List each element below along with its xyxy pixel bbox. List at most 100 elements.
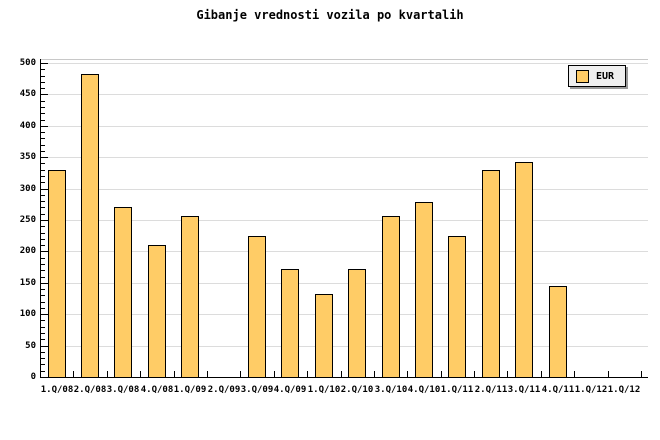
y-minor-tick [41,327,45,328]
x-boundary-tick [341,371,342,377]
y-major-tick [41,189,48,190]
x-tick-label: 1.Q/12 [607,385,641,395]
x-boundary-tick [507,371,508,377]
x-boundary-tick [574,371,575,377]
y-minor-tick [41,145,45,146]
x-boundary-tick [140,371,141,377]
x-tick-label: 2.Q/09 [207,385,241,395]
y-minor-tick [41,277,45,278]
y-minor-tick [41,308,45,309]
y-minor-tick [41,69,45,70]
bar [315,294,333,377]
y-major-tick [41,63,48,64]
gridline [40,314,648,315]
chart-title: Gibanje vrednosti vozila po kvartalih [196,8,464,22]
gridline [40,94,648,95]
y-major-tick [41,314,48,315]
y-minor-tick [41,364,45,365]
y-tick-label: 250 [19,215,36,225]
y-tick-label: 400 [19,121,36,131]
bar [48,170,66,377]
y-major-tick [41,94,48,95]
x-boundary-tick [207,371,208,377]
y-minor-tick [41,226,45,227]
gridline [40,346,648,347]
x-tick-label: 2.Q/11 [474,385,508,395]
bar [415,202,433,377]
bar [549,286,567,377]
y-minor-tick [41,207,45,208]
gridline [40,283,648,284]
x-tick-label: 4.Q/11 [541,385,575,395]
x-boundary-tick [174,371,175,377]
y-major-tick [41,346,48,347]
legend-label: EUR [596,70,615,82]
bar [114,207,132,377]
y-major-tick [41,157,48,158]
y-tick-label: 200 [19,246,36,256]
x-boundary-tick [541,371,542,377]
y-minor-tick [41,170,45,171]
gridline [40,126,648,127]
y-tick-label: 450 [19,89,36,99]
x-boundary-tick [107,371,108,377]
plot-border-top [40,59,648,60]
y-minor-tick [41,258,45,259]
y-minor-tick [41,151,45,152]
bar [148,245,166,377]
y-tick-label: 50 [25,341,36,351]
y-minor-tick [41,352,45,353]
bar [248,236,266,377]
y-axis [40,59,41,377]
x-tick-label: 1.Q/09 [173,385,207,395]
y-minor-tick [41,333,45,334]
x-tick-label: 3.Q/11 [507,385,541,395]
x-tick-label: 3.Q/09 [240,385,274,395]
bar [181,216,199,377]
x-boundary-tick [274,371,275,377]
y-tick-label: 0 [30,372,36,382]
y-major-tick [41,251,48,252]
x-tick-label: 4.Q/09 [273,385,307,395]
gridline [40,157,648,158]
bar [515,162,533,377]
x-tick-label: 1.Q/11 [440,385,474,395]
x-tick-label: 4.Q/08 [140,385,174,395]
x-boundary-tick [307,371,308,377]
x-boundary-tick [474,371,475,377]
y-minor-tick [41,201,45,202]
bar [348,269,366,377]
x-tick-label: 1.Q/10 [307,385,341,395]
y-minor-tick [41,320,45,321]
y-tick-label: 100 [19,309,36,319]
y-minor-tick [41,88,45,89]
y-minor-tick [41,270,45,271]
x-boundary-tick [608,371,609,377]
y-minor-tick [41,339,45,340]
y-minor-tick [41,302,45,303]
y-minor-tick [41,295,45,296]
y-minor-tick [41,82,45,83]
bar [281,269,299,377]
y-major-tick [41,377,48,378]
y-minor-tick [41,233,45,234]
y-minor-tick [41,138,45,139]
y-minor-tick [41,76,45,77]
y-minor-tick [41,163,45,164]
y-tick-label: 350 [19,152,36,162]
x-tick-label: 2.Q/08 [73,385,107,395]
gridline [40,189,648,190]
gridline [40,251,648,252]
y-minor-tick [41,245,45,246]
x-boundary-tick [73,371,74,377]
bar [382,216,400,377]
x-tick-label: 2.Q/10 [340,385,374,395]
x-tick-label: 3.Q/08 [106,385,140,395]
y-minor-tick [41,358,45,359]
y-minor-tick [41,113,45,114]
y-minor-tick [41,289,45,290]
bar [482,170,500,377]
y-minor-tick [41,195,45,196]
bar [81,74,99,377]
bar [448,236,466,377]
